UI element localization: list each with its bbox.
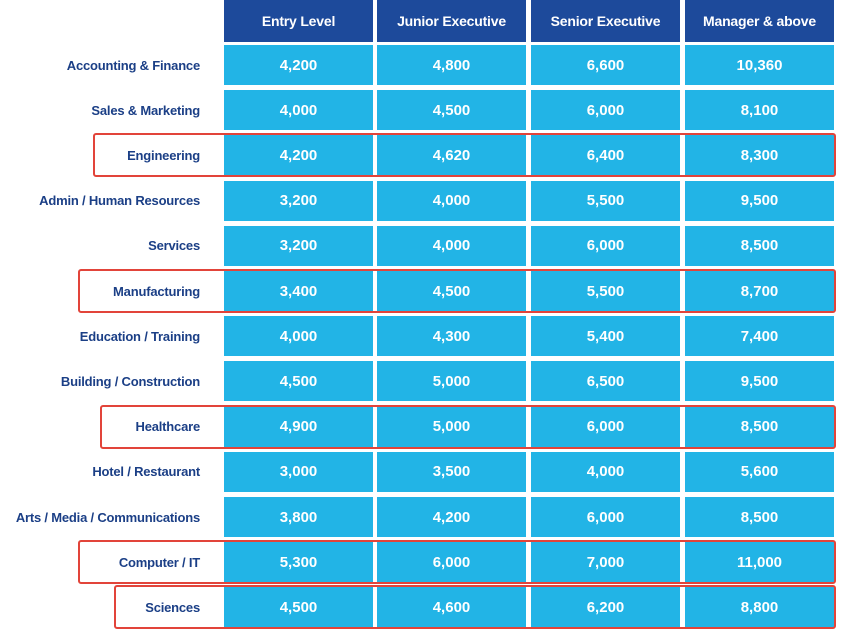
table-cell: 3,500 [377, 451, 526, 492]
table-cell: 8,500 [685, 406, 834, 447]
table-cell: 3,200 [224, 225, 373, 266]
table-cell: 4,500 [224, 361, 373, 402]
table-cell: 4,620 [377, 135, 526, 176]
table-cell: 5,000 [377, 361, 526, 402]
row-label: Admin / Human Resources [39, 193, 200, 209]
row-label: Building / Construction [60, 373, 200, 389]
table-cell: 8,800 [685, 587, 834, 628]
column-header: Junior Executive [377, 0, 526, 42]
row-label: Hotel / Restaurant [92, 464, 200, 480]
table-cell: 8,300 [685, 135, 834, 176]
table-cell: 4,500 [224, 587, 373, 628]
table-cell: 5,500 [531, 180, 680, 221]
table-cell: 3,000 [224, 451, 373, 492]
table-cell: 4,800 [377, 45, 526, 85]
table-cell: 9,500 [685, 361, 834, 402]
table-cell: 4,000 [377, 225, 526, 266]
table-cell: 3,400 [224, 271, 373, 311]
row-label: Sciences [145, 599, 200, 615]
table-cell: 7,000 [531, 542, 680, 583]
row-label: Computer / IT [118, 554, 200, 570]
row-label: Engineering [127, 147, 200, 163]
row-label: Arts / Media / Communications [15, 509, 200, 525]
table-cell: 4,000 [224, 316, 373, 357]
table-cell: 10,360 [685, 45, 834, 85]
table-cell: 6,400 [531, 135, 680, 176]
table-cell: 7,400 [685, 316, 834, 357]
table-cell: 8,700 [685, 271, 834, 311]
row-label: Manufacturing [113, 283, 200, 299]
table-cell: 4,900 [224, 406, 373, 447]
table-cell: 4,600 [377, 587, 526, 628]
table-cell: 9,500 [685, 180, 834, 221]
column-header: Senior Executive [531, 0, 680, 42]
row-label: Healthcare [135, 419, 201, 435]
row-label: Sales & Marketing [91, 102, 200, 118]
table-cell: 6,600 [531, 45, 680, 85]
table-cell: 5,000 [377, 406, 526, 447]
table-cell: 5,600 [685, 451, 834, 492]
table-cell: 4,000 [377, 180, 526, 221]
row-label: Services [148, 238, 200, 254]
table-cell: 5,400 [531, 316, 680, 357]
row-label: Education / Training [79, 328, 200, 344]
table-cell: 6,000 [531, 90, 680, 131]
column-header: Entry Level [224, 0, 373, 42]
table-cell: 6,200 [531, 587, 680, 628]
table-cell: 11,000 [685, 542, 834, 583]
column-header: Manager & above [685, 0, 834, 42]
table-cell: 4,500 [377, 90, 526, 131]
table-cell: 6,000 [531, 406, 680, 447]
row-label: Accounting & Finance [66, 57, 200, 73]
table-cell: 4,500 [377, 271, 526, 311]
table-cell: 3,800 [224, 497, 373, 537]
table-cell: 6,000 [531, 225, 680, 266]
table-cell: 3,200 [224, 180, 373, 221]
table-cell: 4,000 [224, 90, 373, 131]
table-cell: 5,300 [224, 542, 373, 583]
table-cell: 4,200 [377, 497, 526, 537]
table-cell: 6,000 [377, 542, 526, 583]
table-cell: 6,000 [531, 497, 680, 537]
table-cell: 4,200 [224, 45, 373, 85]
table-cell: 4,300 [377, 316, 526, 357]
table-cell: 4,000 [531, 451, 680, 492]
table-cell: 4,200 [224, 135, 373, 176]
table-cell: 8,500 [685, 497, 834, 537]
table-cell: 8,500 [685, 225, 834, 266]
table-cell: 8,100 [685, 90, 834, 131]
table-cell: 5,500 [531, 271, 680, 311]
table-cell: 6,500 [531, 361, 680, 402]
